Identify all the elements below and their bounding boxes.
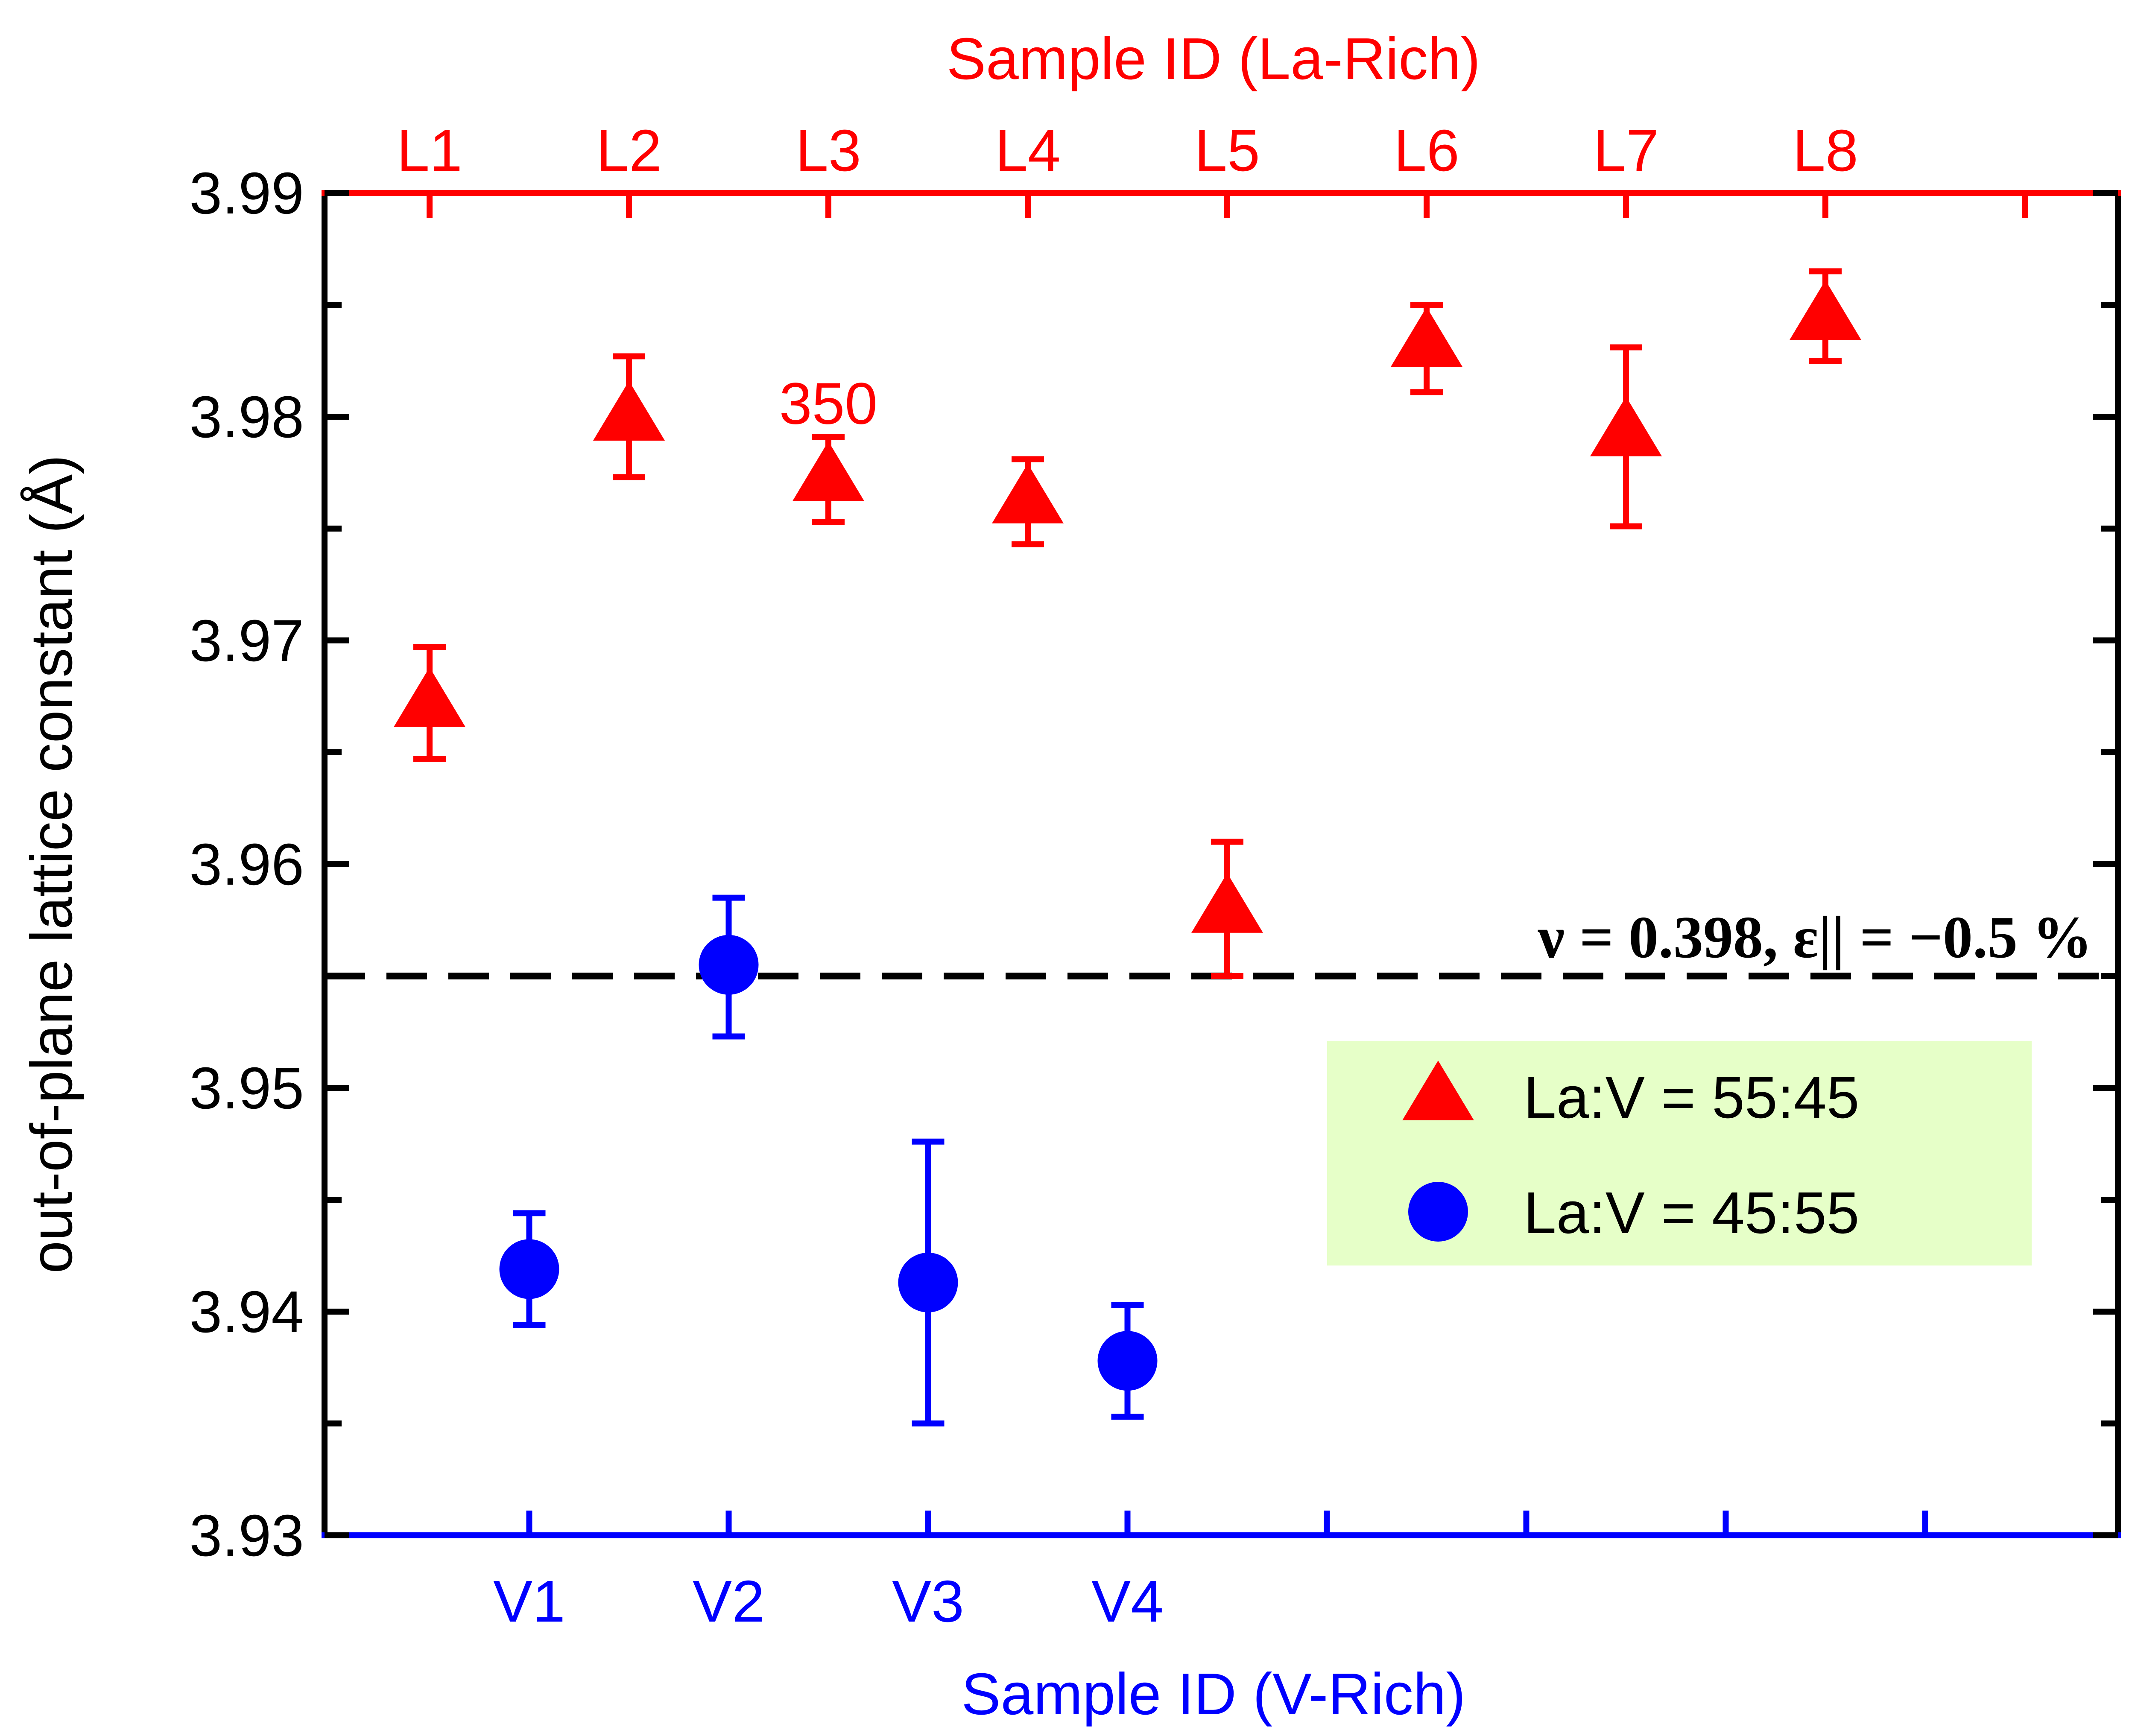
top-tick-label: L1: [397, 118, 462, 184]
data-point-V4: [1097, 1331, 1158, 1391]
top-tick-label: L7: [1593, 118, 1659, 184]
reference-line-label: ν = 0.398, ε|| = −0.5 %: [1538, 904, 2092, 970]
data-point-L1: [394, 667, 465, 727]
data-point-L8: [1790, 280, 1861, 340]
top-tick-label: L5: [1194, 118, 1260, 184]
y-tick-label: 3.98: [189, 384, 304, 450]
y-tick-label: 3.97: [189, 608, 304, 674]
data-point-V3: [898, 1252, 958, 1312]
y-tick-label: 3.99: [189, 161, 304, 226]
data-point-V2: [699, 935, 759, 995]
top-axis-title: Sample ID (La-Rich): [947, 26, 1480, 92]
top-tick-label: L2: [596, 118, 662, 184]
legend: La:V = 55:45 La:V = 45:55: [1327, 1041, 2032, 1265]
legend-marker-circle: [1408, 1182, 1468, 1242]
legend-label: La:V = 45:55: [1524, 1180, 1860, 1246]
top-tick-label: L4: [995, 118, 1061, 184]
bottom-tick-label: V2: [693, 1569, 765, 1634]
bottom-tick-label: V4: [1091, 1569, 1164, 1634]
data-point-L6: [1391, 307, 1462, 367]
data-point-V1: [499, 1239, 559, 1299]
axes-frame: [322, 190, 2121, 1538]
top-tick-label: L8: [1793, 118, 1858, 184]
bottom-axis-title: Sample ID (V-Rich): [962, 1661, 1466, 1727]
annotation-label: 350: [779, 371, 877, 437]
data-series-group: [394, 268, 1861, 1426]
data-point-L2: [593, 381, 665, 441]
y-tick-label: 3.93: [189, 1503, 304, 1569]
axis-labels-group: 3.93 3.94 3.95 3.96 3.97 3.98 3.99 L1 L2 L3 L4 L5 L6…: [19, 26, 2092, 1727]
legend-label: La:V = 55:45: [1524, 1065, 1860, 1131]
y-axis-title: out-of-plane lattice constant (Å): [19, 455, 85, 1274]
data-point-L5: [1191, 873, 1263, 933]
data-point-L3: [793, 441, 864, 501]
top-tick-label: L3: [795, 118, 861, 184]
y-tick-label: 3.94: [189, 1279, 304, 1345]
y-tick-label: 3.96: [189, 832, 304, 897]
y-tick-label: 3.95: [189, 1055, 304, 1121]
legend-marker-triangle: [1402, 1061, 1474, 1120]
data-point-L7: [1590, 396, 1662, 456]
top-tick-label: L6: [1394, 118, 1459, 184]
data-point-L4: [992, 463, 1064, 523]
bottom-tick-label: V1: [493, 1569, 565, 1634]
bottom-tick-label: V3: [892, 1569, 964, 1634]
